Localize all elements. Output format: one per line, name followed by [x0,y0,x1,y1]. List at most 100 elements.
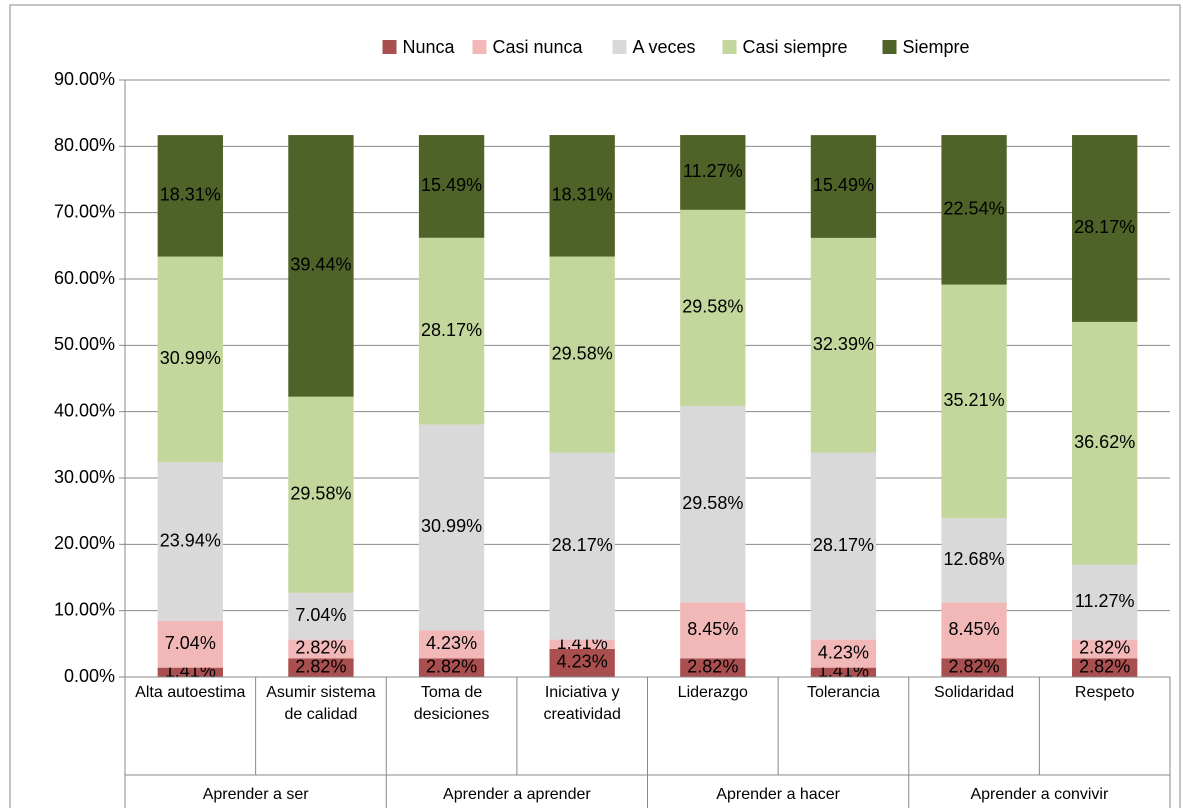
bar-segment [157,620,223,668]
x-tick-label: Alta autoestima [135,684,246,701]
bar-segment [549,135,615,257]
data-label: 8.45% [949,619,1000,639]
group-label: Aprender a aprender [443,786,591,803]
data-label: 29.58% [290,484,351,504]
data-label: 30.99% [421,516,482,536]
bar-segment [418,237,485,425]
bar-segment [288,396,354,593]
bar-segment [288,592,354,640]
category-box: Liderazgo [678,684,748,701]
data-label: 29.58% [682,297,743,317]
y-tick-label: 50.00% [54,334,115,354]
bar-segment [680,658,746,677]
bar-segment [549,648,615,677]
legend-swatch [612,40,627,54]
data-label: 32.39% [813,334,874,354]
data-label: 4.23% [426,633,477,653]
data-label: 15.49% [421,175,482,195]
legend-label: Nunca [403,37,456,57]
category-box: Respeto [1074,684,1135,701]
bar-segment [1072,321,1138,565]
data-label: 2.82% [1079,656,1130,676]
bar-segment [680,135,746,210]
bar-segment [418,630,485,659]
data-label: 2.82% [426,656,477,676]
y-tick-label: 60.00% [54,268,115,288]
data-label: 2.82% [949,656,1000,676]
category-box: Solidaridad [934,684,1014,701]
x-tick-label: Respeto [1074,684,1135,701]
bar-segment [810,667,877,677]
data-label: 29.58% [552,343,613,363]
bar-segment [288,639,354,659]
bar-segment [941,518,1007,603]
bar-segment [549,256,615,453]
data-label: 2.82% [1079,638,1130,658]
data-label: 28.17% [813,535,874,555]
data-label: 2.82% [295,656,346,676]
data-label: 29.58% [682,493,743,513]
y-tick-label: 20.00% [54,533,115,553]
bar-segment [941,135,1007,285]
bar-segment [810,452,877,640]
data-label: 4.23% [557,652,608,672]
data-label: 28.17% [1074,217,1135,237]
legend-swatch [382,40,397,54]
data-label: 8.45% [687,619,738,639]
bar-segment [418,135,485,238]
category-box: Tolerancia [806,684,880,701]
category-box: Alta autoestima [135,684,246,701]
legend-swatch [882,40,897,54]
legend-swatch [472,40,487,54]
bar-segment [1072,639,1138,659]
bar-segment [1072,658,1138,677]
legend-label: Casi nunca [493,37,584,57]
data-label: 36.62% [1074,432,1135,452]
category-box: Iniciativa y creatividad [543,684,621,723]
bar-segment [680,602,746,659]
bar-segment [1072,135,1138,322]
data-label: 18.31% [552,185,613,205]
group-label: Aprender a convivir [970,786,1109,803]
group-label: Aprender a ser [203,786,310,803]
bar-segment [157,256,223,463]
bar-segment [810,237,877,453]
bar-segment [941,284,1007,519]
data-label: 28.17% [421,320,482,340]
bar-segment [810,639,877,668]
data-label: 23.94% [160,530,221,550]
y-tick-label: 0.00% [64,666,115,686]
bar-segment [810,135,877,238]
data-label: 4.23% [818,642,869,662]
data-label: 2.82% [687,656,738,676]
bar-segment [418,424,485,631]
x-tick-label: Toma de desiciones [413,684,490,723]
x-tick-label: Iniciativa y creatividad [543,684,621,723]
bar-segment [680,406,746,603]
bar-segment [680,209,746,407]
data-label: 15.49% [813,175,874,195]
y-tick-label: 30.00% [54,467,115,487]
category-box: Asumir sistema de calidad [266,684,376,723]
data-label: 30.99% [160,348,221,368]
bar-segment [418,658,485,677]
bar-segment [549,452,615,640]
data-label: 12.68% [944,549,1005,569]
data-label: 11.27% [683,161,743,181]
bar-segment [157,135,223,257]
legend-label: Siempre [903,37,970,57]
bar-segment [157,462,223,621]
legend-label: A veces [633,37,696,57]
x-tick-label: Tolerancia [806,684,880,701]
bar-segment [288,658,354,677]
data-label: 35.21% [944,390,1005,410]
data-label: 39.44% [290,255,351,275]
bar-segment [288,135,354,397]
category-box: Toma de desiciones [413,684,490,723]
y-tick-label: 40.00% [54,400,115,420]
bar-segment [157,667,223,677]
x-tick-label: Asumir sistema de calidad [266,684,376,723]
data-label: 11.27% [1075,591,1135,611]
y-tick-label: 10.00% [54,599,115,619]
data-label: 18.31% [160,185,221,205]
